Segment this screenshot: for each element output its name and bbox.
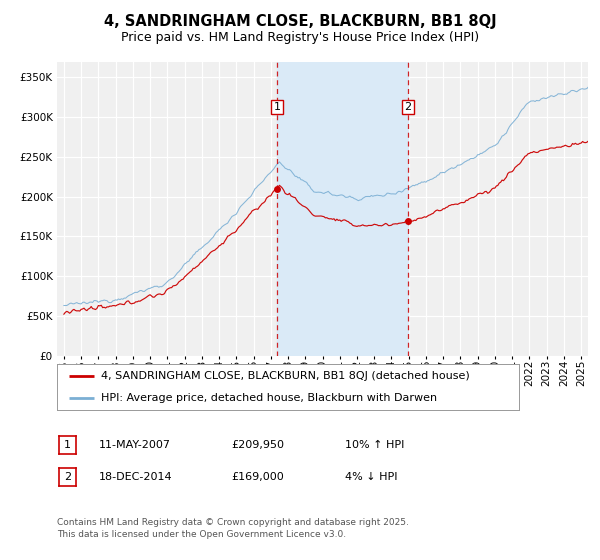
Bar bbox=[277, 62, 408, 356]
Text: 18-DEC-2014: 18-DEC-2014 bbox=[99, 472, 173, 482]
Text: Contains HM Land Registry data © Crown copyright and database right 2025.
This d: Contains HM Land Registry data © Crown c… bbox=[57, 518, 409, 539]
Text: HPI: Average price, detached house, Blackburn with Darwen: HPI: Average price, detached house, Blac… bbox=[101, 393, 437, 403]
Text: 1: 1 bbox=[64, 440, 71, 450]
Text: £209,950: £209,950 bbox=[231, 440, 284, 450]
Text: 2: 2 bbox=[404, 102, 412, 112]
Text: 2: 2 bbox=[64, 472, 71, 482]
Text: 11-MAY-2007: 11-MAY-2007 bbox=[99, 440, 171, 450]
Text: 1: 1 bbox=[274, 102, 281, 112]
Text: 4, SANDRINGHAM CLOSE, BLACKBURN, BB1 8QJ: 4, SANDRINGHAM CLOSE, BLACKBURN, BB1 8QJ bbox=[104, 14, 496, 29]
Text: 4% ↓ HPI: 4% ↓ HPI bbox=[345, 472, 398, 482]
Text: Price paid vs. HM Land Registry's House Price Index (HPI): Price paid vs. HM Land Registry's House … bbox=[121, 31, 479, 44]
Text: 10% ↑ HPI: 10% ↑ HPI bbox=[345, 440, 404, 450]
Text: £169,000: £169,000 bbox=[231, 472, 284, 482]
Text: 4, SANDRINGHAM CLOSE, BLACKBURN, BB1 8QJ (detached house): 4, SANDRINGHAM CLOSE, BLACKBURN, BB1 8QJ… bbox=[101, 371, 470, 381]
